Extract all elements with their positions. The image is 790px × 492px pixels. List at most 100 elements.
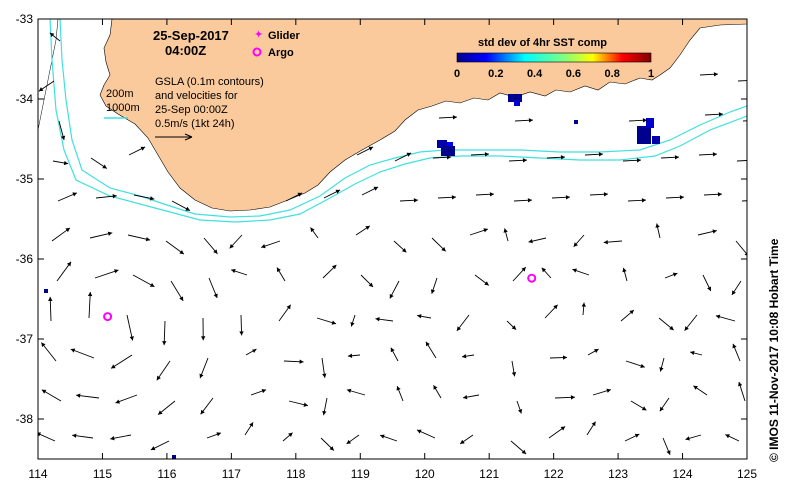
coast-inlet bbox=[38, 19, 59, 131]
velocity-arrowhead bbox=[560, 155, 565, 160]
velocity-arrowhead bbox=[433, 385, 438, 390]
velocity-arrowhead bbox=[87, 292, 93, 297]
velocity-arrowhead bbox=[286, 304, 291, 310]
velocity-arrowhead bbox=[641, 406, 647, 411]
velocity-arrowhead bbox=[149, 196, 155, 201]
velocity-arrowhead bbox=[573, 242, 578, 247]
velocity-arrowhead bbox=[541, 267, 547, 273]
velocity-arrowhead bbox=[322, 410, 327, 416]
velocity-arrowhead bbox=[738, 381, 743, 387]
velocity-arrowhead bbox=[158, 410, 163, 415]
velocity-arrowhead bbox=[389, 293, 394, 299]
velocity-arrowhead bbox=[200, 409, 205, 415]
velocity-arrowhead bbox=[368, 282, 374, 287]
velocity-arrowhead bbox=[299, 359, 304, 364]
x-tick-label: 120 bbox=[415, 467, 435, 481]
velocity-arrowhead bbox=[107, 231, 113, 236]
colorbar-tick-label: 0.2 bbox=[488, 68, 503, 80]
x-tick-label: 124 bbox=[673, 467, 693, 481]
colorbar-tick-label: 1 bbox=[648, 68, 654, 80]
velocity-arrowhead bbox=[528, 118, 533, 123]
colorbar-tick-label: 0.4 bbox=[527, 68, 543, 80]
y-tick-label: -38 bbox=[16, 412, 34, 426]
velocity-arrowhead bbox=[199, 373, 204, 379]
velocity-arrowhead bbox=[672, 272, 678, 277]
argo-label: Argo bbox=[268, 47, 294, 59]
velocity-arrowhead bbox=[396, 386, 401, 391]
velocity-arrowhead bbox=[707, 286, 712, 292]
velocity-arrow bbox=[110, 354, 133, 369]
velocity-arrowhead bbox=[756, 198, 760, 202]
velocity-arrowhead bbox=[572, 268, 577, 273]
velocity-arrowhead bbox=[70, 348, 76, 353]
land-mass bbox=[38, 19, 747, 212]
velocity-arrowhead bbox=[347, 353, 353, 358]
marker-legend: ✦ Glider Argo bbox=[252, 29, 301, 59]
velocity-arrowhead bbox=[261, 244, 266, 249]
velocity-arrowhead bbox=[346, 388, 352, 393]
velocity-arrowhead bbox=[368, 146, 374, 151]
velocity-arrowhead bbox=[731, 290, 736, 295]
velocity-arrowhead bbox=[373, 186, 379, 191]
velocity-arrowhead bbox=[65, 227, 70, 233]
velocity-arrowhead bbox=[102, 164, 107, 169]
velocity-arrowhead bbox=[346, 439, 352, 444]
velocity-arrowhead bbox=[441, 246, 446, 252]
argo-icon bbox=[252, 47, 262, 57]
velocity-arrowhead bbox=[606, 388, 611, 393]
velocity-arrow bbox=[49, 296, 52, 322]
velocity-arrowhead bbox=[725, 434, 730, 439]
velocity-arrowhead bbox=[560, 426, 566, 431]
velocity-arrowhead bbox=[483, 228, 488, 233]
x-tick-label: 117 bbox=[222, 467, 241, 481]
velocity-arrowhead bbox=[553, 304, 558, 310]
colorbar-gradient bbox=[456, 52, 652, 63]
velocity-arrowhead bbox=[629, 310, 634, 315]
velocity-arrow bbox=[741, 200, 747, 202]
y-axis: -33 -34 -35 -36 -37 -38 bbox=[16, 12, 747, 426]
velocity-arrowhead bbox=[462, 354, 467, 359]
velocity-arrowhead bbox=[641, 198, 646, 203]
velocity-arrowhead bbox=[717, 192, 722, 197]
colorbar-tick-label: 0.6 bbox=[566, 68, 581, 80]
contour-1000m bbox=[49, 19, 747, 223]
velocity-arrowhead bbox=[562, 355, 568, 360]
y-tick-label: -37 bbox=[16, 332, 34, 346]
contour-200m bbox=[59, 19, 747, 218]
velocity-arrowhead bbox=[200, 336, 206, 341]
velocity-arrowhead bbox=[365, 225, 370, 230]
velocity-arrowhead bbox=[430, 289, 436, 294]
y-tick-label: -34 bbox=[16, 92, 34, 106]
velocity-arrowhead bbox=[517, 409, 523, 414]
colorbar-tick-label: 0 bbox=[454, 68, 460, 80]
velocity-arrowhead bbox=[484, 281, 489, 286]
velocity-arrowhead bbox=[185, 206, 190, 211]
x-tick-label: 114 bbox=[28, 467, 47, 481]
x-tick-label: 115 bbox=[93, 467, 112, 481]
velocity-arrowhead bbox=[622, 267, 627, 273]
velocity-arrowhead bbox=[41, 342, 46, 347]
colorbar-title: std dev of 4hr SST comp bbox=[478, 37, 607, 49]
velocity-arrowhead bbox=[60, 135, 66, 141]
velocity-arrowhead bbox=[489, 192, 494, 197]
velocity-arrowhead bbox=[251, 349, 257, 353]
velocity-arrowhead bbox=[636, 158, 641, 163]
x-tick-label: 123 bbox=[608, 467, 628, 481]
velocity-arrowhead bbox=[401, 248, 407, 253]
velocity-arrowhead bbox=[581, 302, 586, 307]
velocity-arrowhead bbox=[261, 388, 267, 394]
header-date: 25-Sep-2017 bbox=[153, 28, 229, 43]
velocity-arrowhead bbox=[416, 429, 422, 434]
velocity-arrowhead bbox=[452, 115, 457, 120]
velocity-arrowhead bbox=[76, 393, 81, 398]
velocity-arrowhead bbox=[679, 195, 684, 200]
velocity-arrowhead bbox=[335, 189, 341, 194]
velocity-arrowhead bbox=[331, 264, 337, 270]
velocity-arrow bbox=[132, 274, 155, 288]
velocity-arrowhead bbox=[463, 394, 468, 400]
velocity-arrowhead bbox=[288, 432, 293, 437]
velocity-arrowhead bbox=[655, 223, 660, 228]
desc-line2: and velocities for bbox=[155, 90, 238, 102]
y-tick-label: -33 bbox=[16, 12, 34, 26]
velocity-arrowhead bbox=[110, 436, 115, 441]
